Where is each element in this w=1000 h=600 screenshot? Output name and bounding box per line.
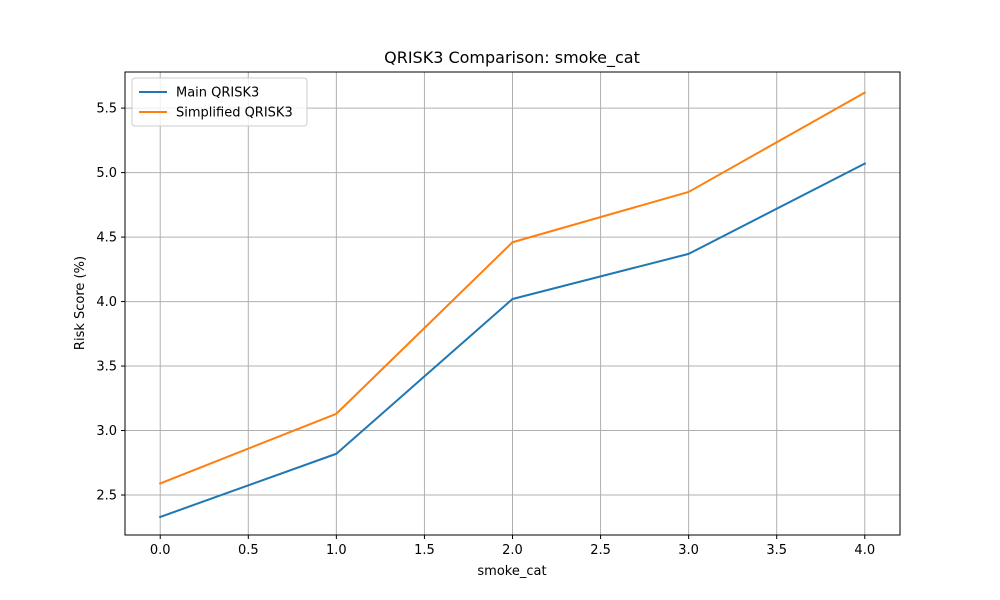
series-group	[158, 91, 867, 519]
y-tick-label: 5.0	[96, 166, 117, 181]
grid	[125, 72, 900, 535]
x-tick-label: 4.0	[854, 543, 875, 558]
data-point	[159, 515, 162, 518]
data-point	[159, 482, 162, 485]
legend: Main QRISK3 Simplified QRISK3	[131, 77, 308, 127]
ticks: 0.0 0.5 1.0 1.5 2.0 2.5 3.0 3.5 4.0 2.5 3.0 3.5 4.0 4…	[96, 102, 875, 558]
legend-label: Simplified QRISK3	[176, 106, 293, 121]
y-tick-label: 4.0	[96, 295, 117, 310]
data-point	[335, 452, 338, 455]
data-point	[863, 91, 866, 94]
legend-label: Main QRISK3	[176, 86, 259, 101]
data-point	[335, 412, 338, 415]
legend-box	[131, 77, 308, 127]
data-point	[511, 297, 514, 300]
x-tick-label: 2.0	[502, 543, 523, 558]
y-axis-label: Risk Score (%)	[73, 256, 88, 350]
y-tick-label: 2.5	[96, 489, 117, 504]
x-tick-label: 1.5	[414, 543, 435, 558]
data-point	[687, 190, 690, 193]
x-tick-label: 0.5	[238, 543, 259, 558]
x-tick-label: 0.0	[150, 543, 171, 558]
y-tick-label: 3.5	[96, 360, 117, 375]
x-tick-label: 3.5	[766, 543, 787, 558]
x-axis-label: smoke_cat	[477, 564, 546, 579]
y-tick-label: 3.0	[96, 424, 117, 439]
data-point	[863, 162, 866, 165]
x-tick-label: 2.5	[590, 543, 611, 558]
y-tick-label: 5.5	[96, 102, 117, 117]
data-point	[687, 252, 690, 255]
data-point	[511, 241, 514, 244]
x-tick-label: 1.0	[326, 543, 347, 558]
y-tick-label: 4.5	[96, 231, 117, 246]
x-tick-label: 3.0	[678, 543, 699, 558]
chart-title: QRISK3 Comparison: smoke_cat	[384, 48, 640, 68]
